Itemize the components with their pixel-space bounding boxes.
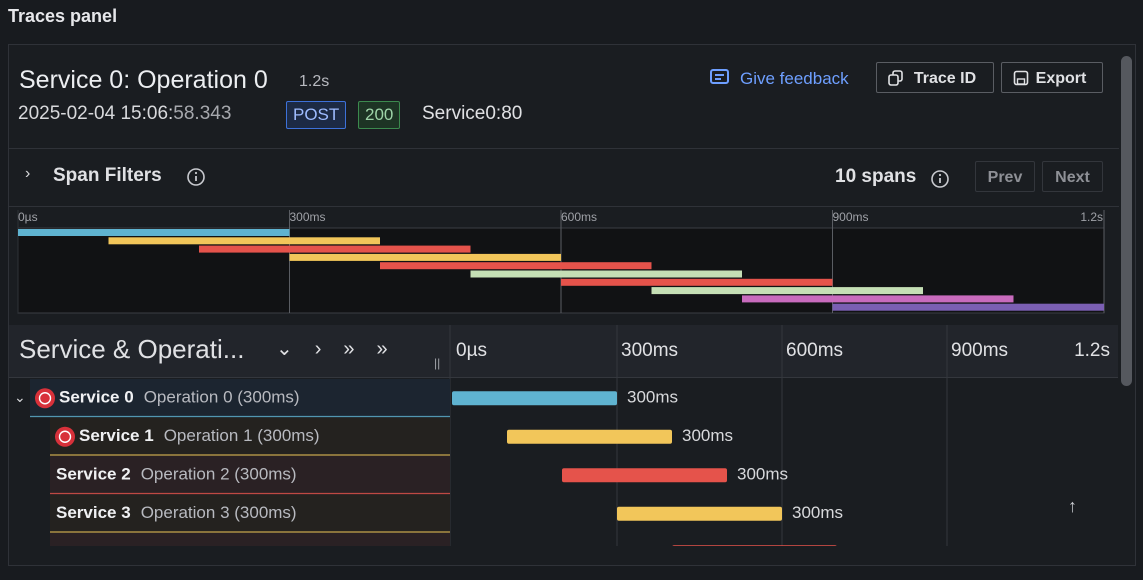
minimap-tick-label: 300ms [290, 210, 326, 224]
minimap-span [561, 278, 833, 286]
minimap-span [199, 245, 471, 253]
scroll-top-button[interactable]: ↑ [1068, 496, 1077, 516]
prev-label: Prev [987, 169, 1023, 186]
trace-address: Service0:80 [422, 103, 523, 124]
scrollbar[interactable] [1121, 56, 1132, 386]
prev-button[interactable]: Prev [975, 161, 1035, 192]
minimap-span [470, 270, 742, 278]
operation-name: Operation 1 (300ms) [164, 426, 320, 445]
span-bar [617, 506, 782, 521]
span-row [50, 494, 450, 533]
span-duration-label: 300ms [682, 426, 733, 445]
trace-title: Service 0: Operation 0 [19, 66, 268, 94]
operation-name: Operation 3 (300ms) [141, 503, 297, 522]
service-name: Service 3 [56, 503, 131, 522]
timeline-tick-label: 1.2s [1074, 340, 1110, 361]
trace-seconds: 58.343 [173, 103, 232, 124]
feedback-icon [710, 69, 729, 84]
error-icon [35, 388, 55, 409]
operation-name: Operation 2 (300ms) [141, 465, 297, 484]
span-duration-label: 300ms [792, 503, 843, 522]
trace-id-label: Trace ID [913, 70, 977, 87]
feedback-link[interactable]: Give feedback [740, 69, 849, 88]
minimap-span [289, 253, 561, 261]
info-icon [187, 168, 205, 186]
service-name: Service 0 [59, 388, 134, 407]
trace-id-button[interactable]: Trace ID [876, 62, 994, 93]
span-duration-label: 300ms [737, 465, 788, 484]
expand-toggle: ⌄ [14, 389, 26, 405]
error-icon-ring [58, 430, 72, 443]
minimap-tick-label: 0µs [18, 210, 38, 224]
divider [9, 148, 1119, 149]
timeline-tick-label: 300ms [621, 340, 678, 361]
span-row [50, 533, 450, 546]
filters-label[interactable]: Span Filters [53, 165, 162, 186]
trace-date-time: 2025-02-04 15:06: [18, 103, 174, 124]
panel-title: Traces panel [8, 6, 118, 26]
minimap-span [651, 287, 923, 295]
minimap-span [832, 303, 1104, 311]
minimap-tick-label: 1.2s [1080, 210, 1103, 224]
minimap-span [108, 237, 380, 245]
minimap-tick-label: 600ms [561, 210, 597, 224]
next-label: Next [1055, 169, 1090, 186]
minimap: 0µs 300ms 600ms 900ms 1.2s [17, 210, 1105, 314]
span-bar [562, 468, 727, 483]
span-row [50, 456, 450, 495]
error-icon [55, 426, 75, 447]
span-duration-label: 300ms [627, 388, 678, 407]
trace-duration: 1.2s [299, 73, 330, 90]
trace-date: 2025-02-04 15:06:58.343 [18, 103, 231, 125]
column-header: Service & Operati... [19, 334, 245, 364]
timeline: 0µs 300ms 600ms 900ms 1.2s ⌄ Service 0 Operatio… [14, 325, 1110, 546]
collapse-controls[interactable]: ⌄›»» [276, 338, 410, 360]
span-row [30, 379, 450, 418]
minimap-tick-label: 900ms [833, 210, 869, 224]
timeline-tick-label: 0µs [456, 340, 487, 361]
operation-name: Operation 0 (300ms) [144, 388, 300, 407]
export-label: Export [1035, 70, 1087, 87]
timeline-header [9, 325, 1118, 378]
timeline-tick-label: 600ms [786, 340, 843, 361]
minimap-span [380, 262, 652, 270]
span-bar [452, 391, 617, 406]
save-icon [1013, 70, 1029, 86]
copy-icon [888, 70, 903, 86]
divider [9, 206, 1119, 207]
resize-handle[interactable]: || [434, 356, 441, 370]
filters-chevron[interactable]: › [25, 165, 31, 182]
span-bar [507, 429, 672, 444]
method-badge: POST [286, 101, 347, 129]
service-name: Service 1 [79, 426, 154, 445]
export-button[interactable]: Export [1001, 62, 1103, 93]
next-button[interactable]: Next [1042, 161, 1103, 192]
status-badge: 200 [358, 101, 401, 129]
span-bar [672, 545, 837, 546]
info-icon [931, 170, 949, 188]
minimap-span [742, 295, 1014, 303]
span-count: 10 spans [835, 166, 917, 187]
service-name: Service 2 [56, 465, 131, 484]
error-icon-ring [38, 392, 52, 405]
minimap-span [18, 229, 290, 236]
span-row [50, 417, 450, 456]
timeline-tick-label: 900ms [951, 340, 1008, 361]
